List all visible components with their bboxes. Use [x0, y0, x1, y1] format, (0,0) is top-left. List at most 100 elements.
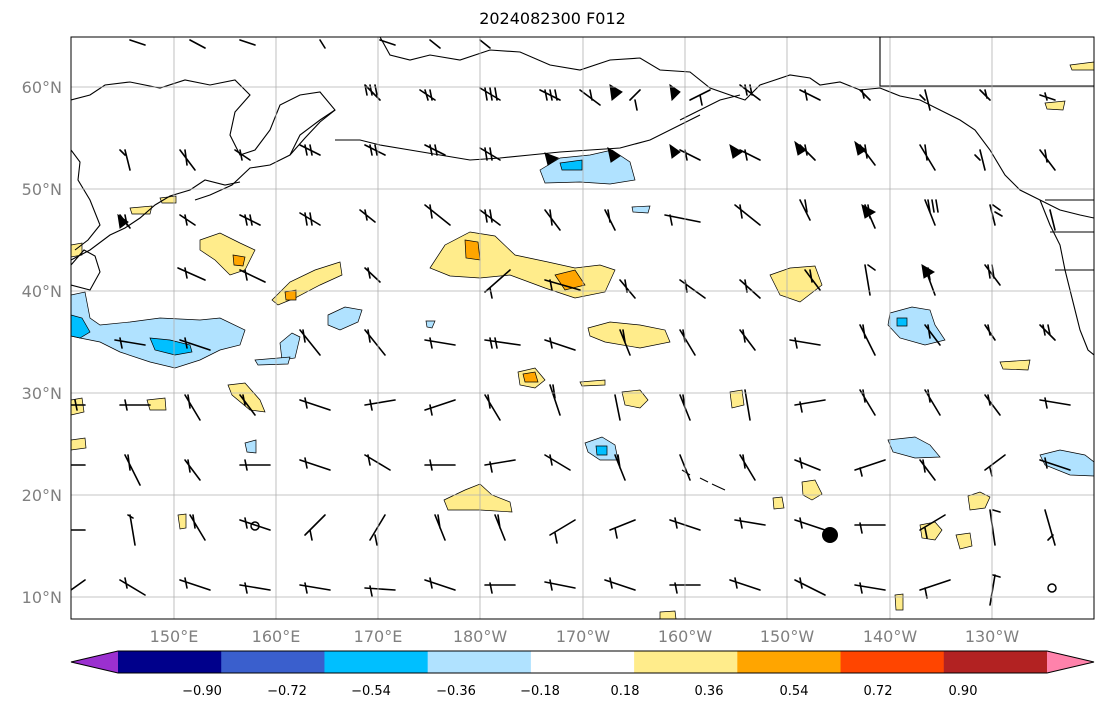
north-america-coastline — [1039, 199, 1094, 356]
colorbar-segment — [221, 651, 325, 673]
lon-label: 170°E — [354, 627, 403, 646]
positive-region — [429, 231, 616, 299]
positive-region — [999, 359, 1031, 371]
positive-region — [587, 321, 671, 349]
colorbar-segment — [324, 651, 429, 673]
colorbar-segment — [840, 651, 945, 673]
lon-label: 160°W — [658, 627, 713, 646]
positive-region — [579, 379, 606, 387]
negative-region — [425, 320, 436, 329]
lat-label: 20°N — [22, 486, 62, 505]
positive-region — [772, 496, 785, 510]
lon-label: 130°W — [965, 627, 1020, 646]
aleutian-islands — [335, 114, 701, 161]
wind-pennants — [117, 83, 935, 279]
negative-region — [539, 149, 636, 185]
lat-label: 30°N — [22, 384, 62, 403]
positive-region — [1044, 100, 1066, 111]
negative-region — [254, 356, 291, 366]
negative-region — [71, 314, 91, 339]
colorbar-outline — [70, 650, 1095, 674]
negative-region — [327, 306, 363, 331]
location-marker — [822, 527, 838, 543]
lon-label: 160°E — [252, 627, 301, 646]
negative-region — [149, 337, 193, 356]
colorbar-tick-label: 0.54 — [780, 684, 809, 699]
lon-label: 150°W — [760, 627, 815, 646]
positive-region — [522, 371, 539, 383]
positive-region — [955, 532, 973, 550]
positive-region — [659, 610, 677, 619]
alaska-coastline — [379, 37, 1094, 219]
negative-region — [595, 445, 608, 456]
colorbar-segment — [737, 651, 842, 673]
negative-region — [887, 306, 946, 346]
positive-region — [769, 265, 823, 303]
calm-circle — [1047, 583, 1057, 593]
colorbar-extend-left — [71, 651, 118, 673]
lat-label: 40°N — [22, 282, 62, 301]
lat-label: 60°N — [22, 78, 62, 97]
positive-region — [284, 289, 297, 301]
negative-anomaly-regions — [71, 149, 1094, 477]
positive-region — [729, 389, 745, 409]
colorbar-segment — [427, 651, 532, 673]
hawaii-islands — [681, 469, 726, 491]
colorbar-tick-label: 0.90 — [949, 684, 978, 699]
positive-region — [894, 593, 904, 611]
longitude-labels: 150°E 160°E 170°E 180°W 170°W 160°W 150°… — [150, 627, 1020, 646]
colorbar-segment — [943, 651, 1048, 673]
latitude-labels: 60°N 50°N 40°N 30°N 20°N 10°N — [22, 78, 62, 607]
lon-label: 140°W — [863, 627, 918, 646]
colorbar-segment — [634, 651, 738, 673]
positive-region — [1069, 61, 1094, 71]
negative-region — [279, 332, 301, 361]
asia-coastline — [71, 79, 336, 201]
lat-label: 50°N — [22, 180, 62, 199]
colorbar-extend-right — [1047, 651, 1094, 673]
colorbar — [70, 650, 1095, 674]
positive-region — [271, 261, 343, 306]
lat-label: 10°N — [22, 588, 62, 607]
alaska-peninsula-coastline — [679, 94, 741, 121]
coastlines — [71, 37, 1094, 491]
map-title: 2024082300 F012 — [479, 9, 626, 28]
colorbar-tick-label: 0.72 — [864, 684, 893, 699]
negative-region — [896, 317, 908, 327]
positive-region — [621, 389, 649, 409]
lon-label: 150°E — [150, 627, 199, 646]
colorbar-tick-labels: −0.90 −0.72 −0.54 −0.36 −0.18 0.18 0.36 … — [182, 684, 977, 699]
lon-label: 180°W — [453, 627, 508, 646]
positive-region — [227, 382, 266, 413]
negative-region — [1039, 449, 1094, 477]
honshu-coastline — [71, 249, 101, 291]
colorbar-segment — [530, 651, 635, 673]
colorbar-tick-label: 0.18 — [611, 684, 640, 699]
positive-region — [199, 232, 256, 276]
negative-region — [244, 439, 257, 454]
colorbar-tick-label: −0.72 — [267, 684, 307, 699]
japan-coastline — [71, 179, 241, 261]
negative-region — [559, 159, 583, 171]
colorbar-tick-label: −0.90 — [182, 684, 222, 699]
colorbar-tick-label: −0.18 — [520, 684, 560, 699]
negative-region — [887, 436, 941, 459]
positive-region — [232, 254, 246, 267]
positive-region — [967, 491, 991, 511]
colorbar-tick-label: 0.36 — [695, 684, 724, 699]
positive-region — [443, 483, 513, 513]
map-frame — [70, 36, 1095, 620]
gridlines — [71, 37, 1094, 619]
positive-region — [146, 397, 167, 411]
positive-region — [801, 479, 823, 501]
colorbar-tick-label: −0.54 — [351, 684, 391, 699]
negative-region — [631, 205, 651, 214]
positive-region — [464, 239, 481, 261]
negative-region — [71, 291, 246, 369]
kuril-coastline — [71, 149, 101, 251]
colorbar-segment — [118, 651, 222, 673]
positive-anomaly-regions — [71, 61, 1094, 619]
positive-region — [71, 437, 87, 451]
calm-circle — [250, 521, 260, 531]
